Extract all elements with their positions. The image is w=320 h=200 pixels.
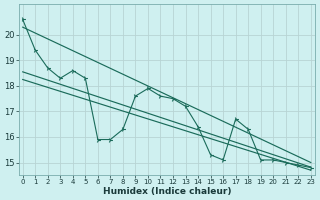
X-axis label: Humidex (Indice chaleur): Humidex (Indice chaleur) — [102, 187, 231, 196]
